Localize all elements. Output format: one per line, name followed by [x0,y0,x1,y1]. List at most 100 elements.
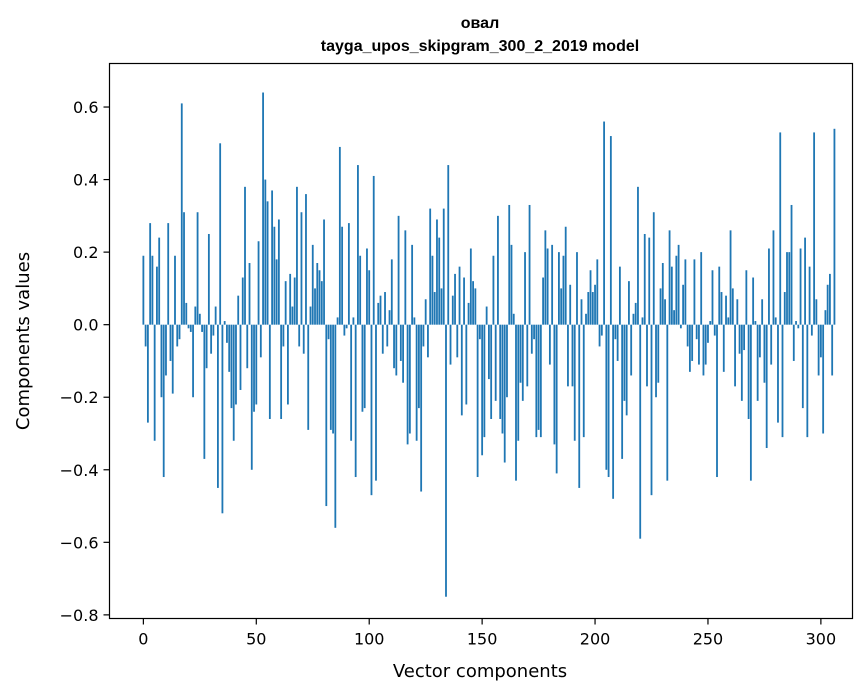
bar [655,324,657,398]
bar [634,302,637,325]
bar [273,226,276,325]
bar [381,324,384,354]
bar [196,212,199,325]
bar [804,237,806,325]
bar [501,324,504,434]
bar [463,277,465,325]
bar [293,277,296,325]
bar [370,324,373,496]
y-tick-label: 0.6 [73,98,98,117]
bar [652,212,655,325]
bar [476,324,479,478]
bar [553,324,556,445]
bar [235,324,237,405]
x-axis-label: Vector components [393,661,567,682]
bar [427,324,429,358]
bar [659,288,662,325]
bar [580,299,583,325]
bar [813,132,816,325]
bar [826,284,829,325]
bar [817,324,820,376]
bar [675,255,678,325]
bar [325,324,328,507]
bar [704,324,707,365]
bar [460,324,463,416]
bar [338,146,341,325]
bar [144,324,147,347]
bar [257,241,260,325]
bar [372,175,375,325]
bar [625,324,628,416]
bar [747,324,750,419]
bar [413,317,416,325]
bar [194,306,197,325]
bar [542,277,545,325]
bar [478,324,481,340]
bar [146,324,149,423]
bar [210,324,213,354]
bar [201,324,203,332]
bar [323,219,325,325]
bars-group [142,92,836,597]
bar [503,324,506,463]
bar [546,248,549,325]
bar [786,252,788,325]
bar [819,324,822,358]
bar [212,324,215,336]
bar [332,324,334,434]
bar [548,324,551,365]
bar [668,230,671,325]
bar [454,273,456,325]
bar [481,324,484,456]
bar [829,273,831,325]
bar [763,324,766,383]
bar [311,244,314,325]
bar [591,292,594,325]
bar [217,324,219,488]
bar [309,306,312,325]
bar [589,270,592,325]
y-axis-label: Components values [13,252,34,430]
bar [142,255,145,325]
bar [831,324,834,376]
bar [237,295,240,325]
bar [578,324,581,488]
bar [296,186,298,325]
bar [738,324,741,354]
bar [616,324,619,361]
bar [567,324,569,387]
bar [178,324,181,340]
x-tick-label: 150 [467,630,498,649]
bar [386,324,389,347]
bar [499,324,502,419]
bar [275,259,278,325]
x-tick-label: 200 [580,630,611,649]
bar [221,324,224,514]
bar [440,288,443,325]
bar [271,190,274,325]
bar [494,324,497,401]
bar [433,292,436,325]
bar [363,324,366,409]
bar [384,292,386,325]
y-tick-label: −0.6 [60,533,99,552]
bar [467,302,470,325]
bar [661,263,664,325]
bar [614,324,617,340]
bar [497,215,499,325]
bar [259,324,262,358]
bar [517,324,520,441]
bar [253,324,255,412]
bar [388,310,391,325]
bar [537,324,540,430]
bar [824,310,827,325]
bar [298,324,301,347]
bar [158,237,161,325]
bar [623,324,626,401]
bar [230,324,233,409]
bar [327,324,330,340]
bar [510,244,513,325]
bar [241,277,244,325]
bar [783,292,786,325]
bar [492,255,495,325]
